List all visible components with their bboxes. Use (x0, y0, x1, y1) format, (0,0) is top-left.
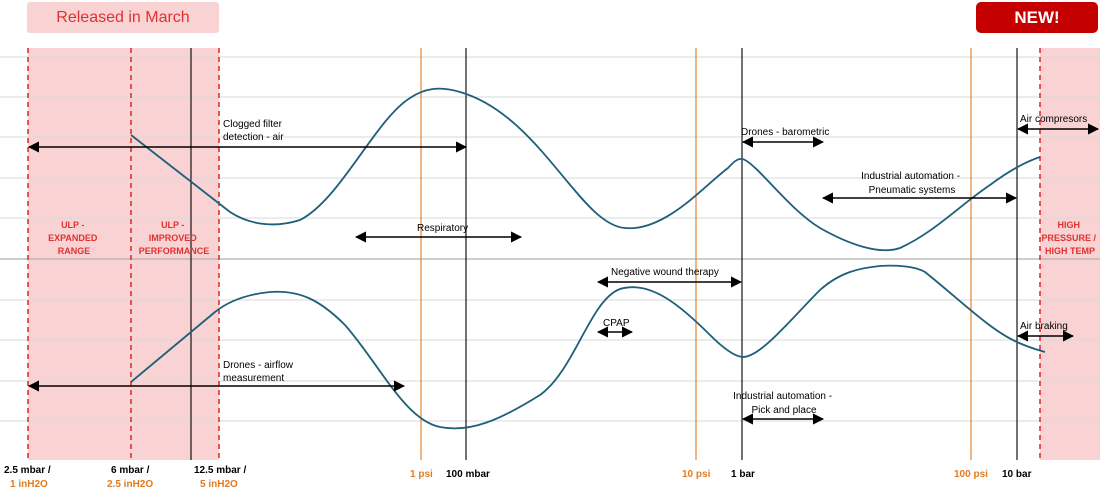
zone-label-ulp-expanded: ULP - EXPANDED RANGE (48, 220, 100, 256)
label-negative-wound: Negative wound therapy (611, 267, 719, 278)
scale-lines-black (190, 48, 1018, 460)
label-respiratory: Respiratory (417, 223, 468, 234)
axis-label-10-bar: 10 bar (1002, 469, 1032, 480)
label-cpap: CPAP (603, 318, 630, 329)
axis-label-6-mbar: 6 mbar / (111, 465, 150, 476)
axis-label-1-psi: 1 psi (410, 469, 433, 480)
axis-label-12-5-mbar: 12.5 mbar / (194, 465, 246, 476)
axis-label-1-bar: 1 bar (731, 469, 755, 480)
label-air-compressors: Air compresors (1020, 114, 1087, 125)
label-industrial-pneumatic: Industrial automation - Pneumatic system… (861, 171, 963, 196)
lower-range-curve (130, 264, 1046, 430)
label-clogged-filter: Clogged filter detection - air (223, 119, 285, 143)
label-industrial-pick: Industrial automation - Pick and place (733, 391, 835, 416)
axis-label-1-inh2o: 1 inH2O (10, 479, 48, 490)
label-drones-airflow: Drones - airflow measurement (223, 360, 296, 384)
upper-range-curve (130, 87, 1041, 252)
high-pressure-zone-background (1040, 48, 1100, 460)
label-drones-barometric: Drones - barometric (741, 127, 829, 138)
axis-label-2-5-inh2o: 2.5 inH2O (107, 479, 153, 490)
axis-label-5-inh2o: 5 inH2O (200, 479, 238, 490)
axis-label-100-psi: 100 psi (954, 469, 988, 480)
axis-label-100-mbar: 100 mbar (446, 469, 490, 480)
scale-lines-orange (420, 48, 972, 460)
released-in-march-badge: Released in March (27, 2, 219, 33)
application-arrows (27, 123, 1100, 425)
pressure-axis-labels: 2.5 mbar / 1 inH2O 6 mbar / 2.5 inH2O 12… (4, 465, 1032, 490)
new-badge: NEW! (976, 2, 1098, 33)
label-air-braking: Air braking (1020, 321, 1068, 332)
zone-label-ulp-improved: ULP - IMPROVED PERFORMANCE (139, 220, 210, 256)
zone-label-high-pressure: HIGH PRESSURE / HIGH TEMP (1041, 220, 1098, 256)
axis-label-10-psi: 10 psi (682, 469, 711, 480)
axis-label-2-5-mbar: 2.5 mbar / (4, 465, 51, 476)
